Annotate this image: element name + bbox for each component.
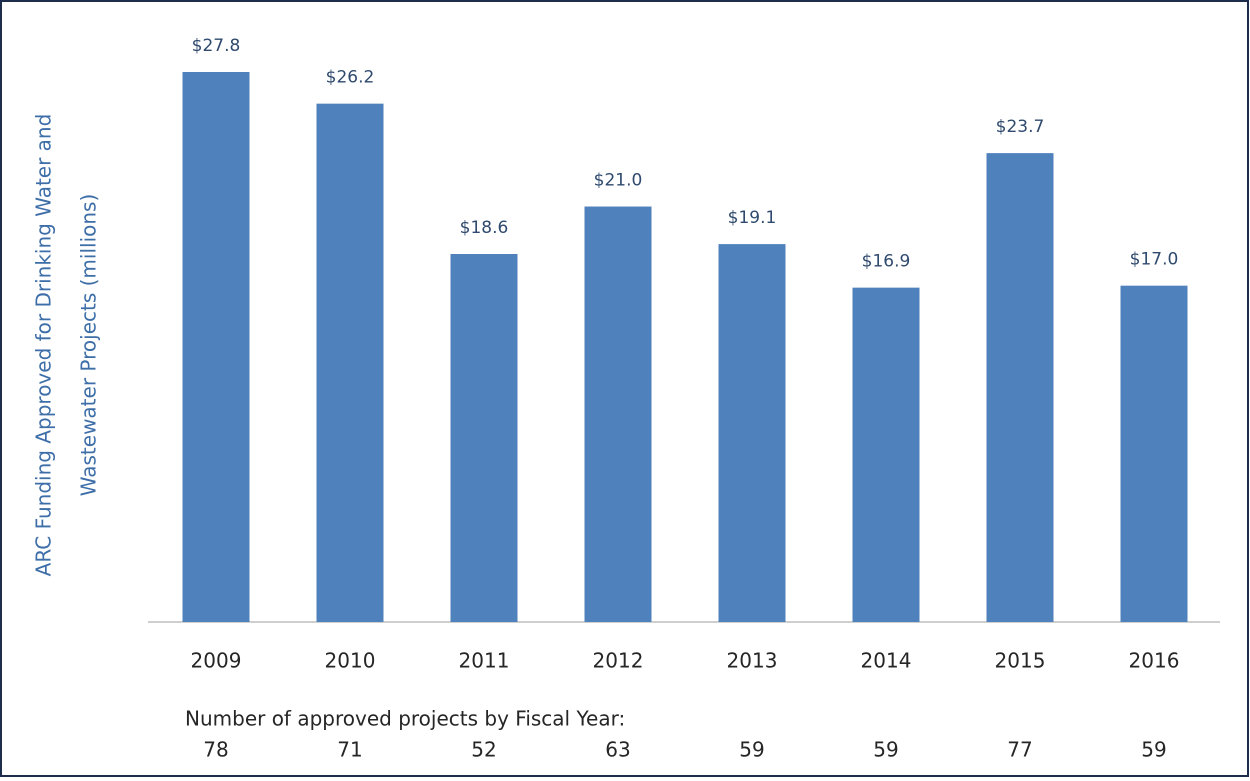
data-label: $17.0 <box>1130 250 1179 270</box>
project-count: 59 <box>873 738 898 762</box>
bar <box>182 72 250 622</box>
project-count: 78 <box>203 738 228 762</box>
x-tick-label: 2016 <box>1129 649 1180 673</box>
project-count: 59 <box>1141 738 1166 762</box>
data-label: $21.0 <box>594 171 643 191</box>
data-label: $23.7 <box>996 117 1045 137</box>
x-tick-label: 2014 <box>861 649 912 673</box>
project-count: 63 <box>605 738 630 762</box>
project-count: 77 <box>1007 738 1032 762</box>
x-tick-label: 2010 <box>325 649 376 673</box>
data-label: $16.9 <box>862 252 911 272</box>
bar <box>450 254 518 622</box>
data-label: $27.8 <box>192 36 241 56</box>
y-axis-label: Wastewater Projects (millions) <box>77 194 101 497</box>
bar <box>316 103 384 623</box>
counts-label: Number of approved projects by Fiscal Ye… <box>185 707 625 731</box>
data-label: $18.6 <box>460 218 509 238</box>
x-tick-label: 2015 <box>995 649 1046 673</box>
bar <box>986 153 1054 622</box>
x-tick-label: 2009 <box>191 649 242 673</box>
bar <box>718 244 786 622</box>
data-label: $19.1 <box>728 208 777 228</box>
x-tick-label: 2013 <box>727 649 778 673</box>
project-count: 59 <box>739 738 764 762</box>
bar <box>584 206 652 622</box>
x-tick-label: 2012 <box>593 649 644 673</box>
project-count: 71 <box>337 738 362 762</box>
bar <box>1120 285 1188 622</box>
data-label: $26.2 <box>326 68 375 88</box>
project-count: 52 <box>471 738 496 762</box>
x-tick-label: 2011 <box>459 649 510 673</box>
y-axis-label: ARC Funding Approved for Drinking Water … <box>32 114 56 577</box>
bar <box>852 287 920 622</box>
